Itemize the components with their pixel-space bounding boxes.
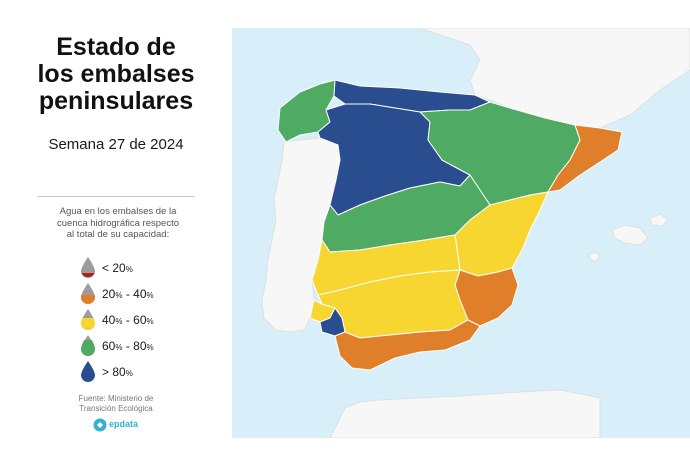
week-subtitle: Semana 27 de 2024: [48, 136, 184, 153]
source-note: Fuente: Ministerio de Transición Ecológi…: [60, 394, 172, 414]
legend-item-40-60: 40% - 60%: [80, 308, 200, 332]
legend-item-under-20: < 20%: [80, 256, 200, 280]
green-drop-icon: [81, 335, 95, 356]
source-line-2: Transición Ecológica: [79, 404, 153, 413]
epdata-logo: epdata: [93, 418, 153, 432]
divider: [38, 196, 194, 197]
title-line-3: peninsulares: [38, 87, 194, 115]
legend-label: > 80%: [102, 365, 133, 379]
logo-text: epdata: [109, 419, 139, 429]
basin-guadalete-barbate: [319, 307, 346, 337]
epdata-logo-icon: [93, 418, 107, 432]
legend-label: 20% - 40%: [102, 287, 154, 301]
basin-cataluna-interna: [547, 124, 623, 193]
balearic-islands: [587, 213, 669, 263]
legend-item-60-80: 60% - 80%: [80, 334, 200, 358]
yellow-drop-icon: [81, 309, 95, 330]
blue-drop-icon: [81, 361, 95, 382]
legend-label: 40% - 60%: [102, 313, 154, 327]
legend-caption: Agua en los embalses de la cuenca hidrog…: [48, 206, 188, 241]
gray-red-drop-icon: [81, 257, 95, 278]
legend-caption-line-3: al total de su capacidad:: [66, 229, 170, 240]
title-line-2: los embalses: [37, 60, 195, 88]
title-line-1: Estado de: [56, 33, 176, 61]
legend-label: 60% - 80%: [102, 339, 154, 353]
legend-item-over-80: > 80%: [80, 360, 200, 384]
legend-label: < 20%: [102, 261, 133, 275]
basin-mediterraneas-andaluzas: [334, 319, 481, 371]
morocco-land: [329, 389, 601, 438]
page-title: Estado de los embalses peninsulares: [14, 34, 218, 115]
legend-caption-line-1: Agua en los embalses de la: [59, 206, 177, 217]
orange-drop-icon: [81, 283, 95, 304]
legend-caption-line-2: cuenca hidrográfica respecto: [57, 217, 179, 229]
source-line-1: Fuente: Ministerio de: [78, 394, 154, 403]
spain-basins-map: [232, 28, 690, 438]
legend: < 20% 20% - 40% 40% - 60% 60% - 80%: [80, 256, 200, 386]
info-panel: Estado de los embalses peninsulares Sema…: [0, 0, 232, 462]
legend-item-20-40: 20% - 40%: [80, 282, 200, 306]
